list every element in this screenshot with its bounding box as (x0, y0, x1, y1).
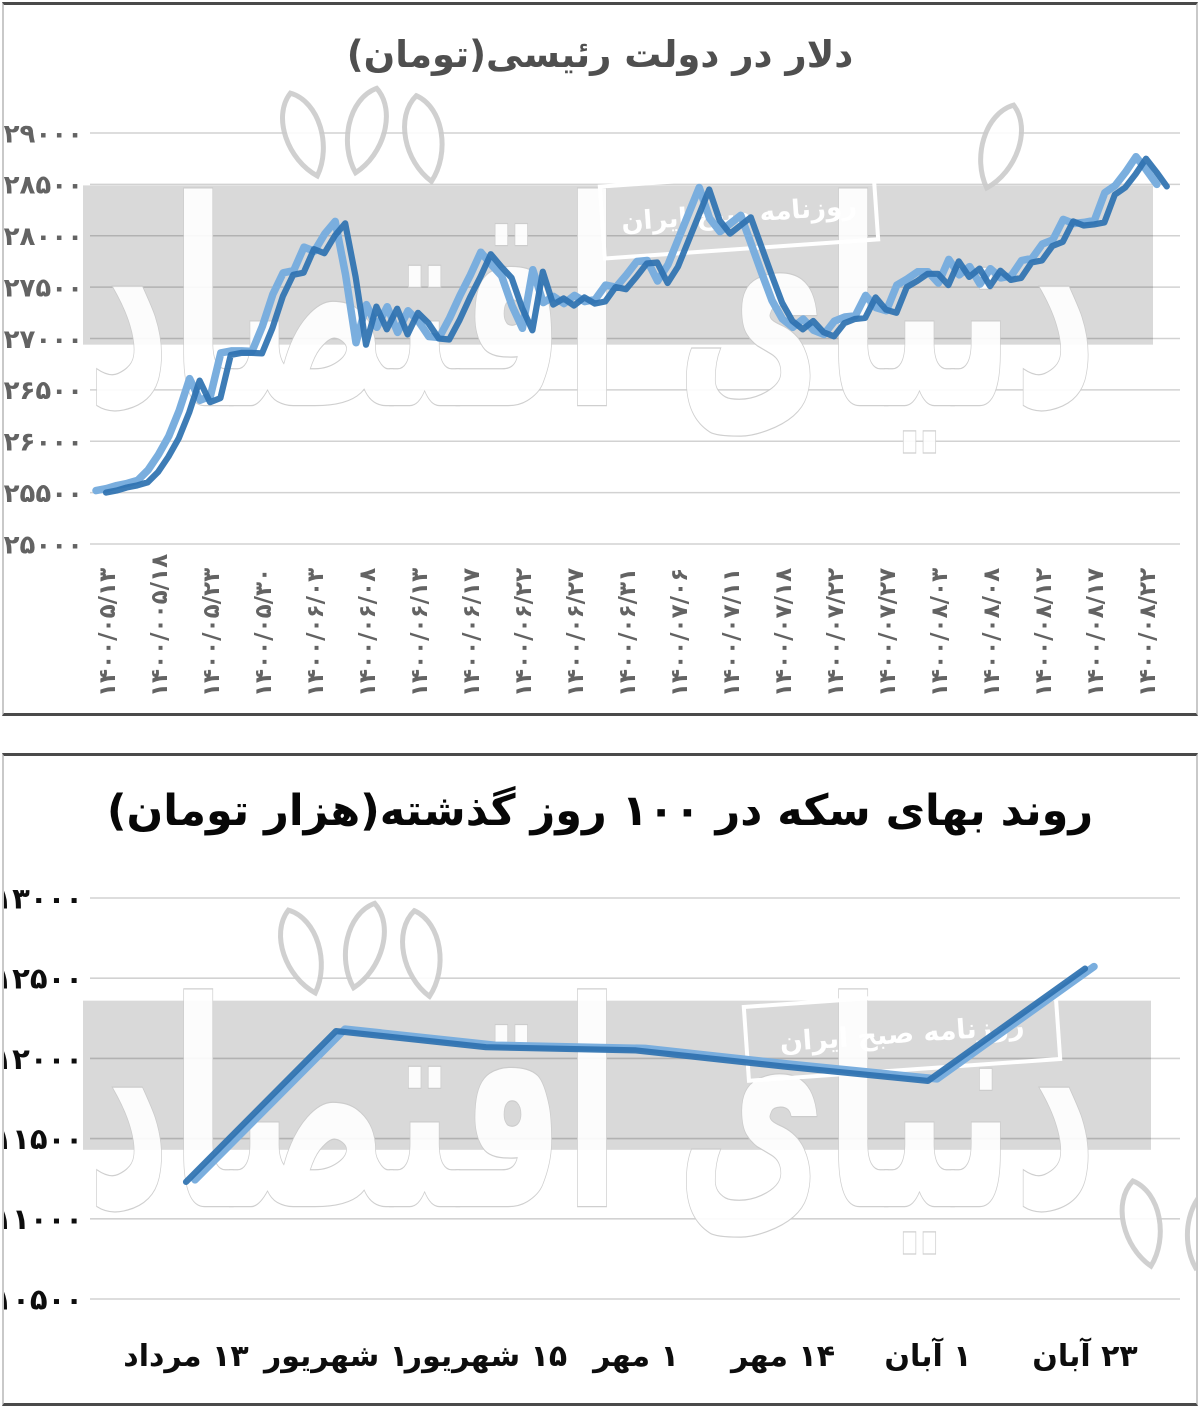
x-tick-label: ۱۴۰۰/۰۶/۲۷ (563, 568, 589, 697)
x-tick-label: ۱۴۰۰/۰۸/۱۷ (1083, 568, 1109, 697)
y-tick-label: ۱۱۰۰۰ (4, 1202, 83, 1236)
x-tick-label: ۱۴۰۰/۰۵/۲۳ (199, 568, 225, 697)
watermark-badge-frame (597, 165, 881, 261)
price-line (102, 155, 1170, 496)
x-tick-label: ۱۴۰۰/۰۷/۲۷ (875, 568, 901, 697)
y-tick-label: ۲۸۵۰۰ (4, 171, 83, 201)
x-tick-label: ۱۴۰۰/۰۵/۳۰ (251, 568, 277, 697)
x-tick-label: ۱۴۰۰/۰۷/۱۱ (719, 568, 745, 697)
y-tick-label: ۱۳۰۰۰ (4, 881, 83, 915)
y-tick-label: ۱۲۰۰۰ (4, 1042, 83, 1076)
watermark-flourish-petal (978, 102, 1024, 192)
dollar-chart-panel: دلار در دولت رئیسی(تومان) دنیای اقتصاد رو… (2, 2, 1198, 716)
coin-chart-panel: روند بهای سکه در ۱۰۰ روز گذشته(هزار توما… (2, 753, 1198, 1406)
watermark-flourish-petal (1184, 1180, 1196, 1272)
x-tick-label: ۱۴۰۰/۰۷/۲۲ (823, 568, 849, 697)
watermark-flourish-petal (344, 85, 389, 177)
x-tick-label: ۲۳ آبان (1032, 1337, 1138, 1374)
x-tick-label: ۱۴۰۰/۰۸/۱۲ (1031, 568, 1057, 697)
x-tick-label: ۱۳ مرداد (123, 1339, 248, 1374)
price-line (182, 965, 1089, 1185)
watermark-flourish-petal (342, 900, 387, 992)
y-tick-label: ۲۵۵۰۰ (4, 479, 83, 509)
y-tick-label: ۱۰۵۰۰ (4, 1282, 83, 1316)
x-tick-label: ۱۴۰۰/۰۶/۰۳ (303, 568, 329, 697)
x-tick-label: ۱۴۰۰/۰۶/۱۳ (407, 568, 433, 697)
y-tick-label: ۲۷۵۰۰ (4, 273, 83, 303)
watermark-band (83, 1000, 1151, 1150)
y-tick-label: ۱۱۵۰۰ (4, 1122, 83, 1156)
watermark-brand-text: دنیای اقتصاد (87, 141, 1097, 473)
watermark-flourish-petal (402, 92, 445, 185)
x-tick-label: ۱۴۰۰/۰۰۵/۱۸ (147, 554, 173, 697)
watermark-flourish-petal (1119, 1178, 1163, 1270)
x-tick-label: ۱۴۰۰/۰۵/۱۳ (95, 568, 121, 697)
x-tick-label: ۱۴ مهر (729, 1339, 835, 1374)
watermark-flourish-petal (400, 907, 443, 1000)
y-tick-label: ۲۶۰۰۰ (4, 428, 83, 458)
x-tick-label: ۱۵ شهریور (403, 1339, 567, 1374)
price-line-shadow (92, 152, 1161, 495)
y-tick-label: ۲۵۰۰۰ (4, 530, 83, 560)
y-tick-label: ۲۷۰۰۰ (4, 325, 83, 355)
x-tick-label: ۱ مهر (591, 1339, 679, 1374)
x-tick-label: ۱۴۰۰/۰۷/۱۸ (771, 568, 797, 697)
x-tick-label: ۱۴۰۰/۰۶/۱۷ (459, 568, 485, 697)
x-tick-label: ۱۴۰۰/۰۶/۳۱ (615, 568, 641, 697)
watermark-flourish-petal (280, 90, 326, 180)
x-tick-label: ۱۴۰۰/۰۷/۰۶ (667, 568, 693, 697)
x-tick-label: ۱۴۰۰/۰۸/۰۸ (979, 568, 1005, 697)
y-tick-label: ۱۲۵۰۰ (4, 962, 83, 996)
x-tick-label: ۱۴۰۰/۰۶/۲۲ (511, 568, 537, 697)
x-tick-label: ۱۴۰۰/۰۸/۲۲ (1135, 568, 1161, 697)
x-tick-label: ۱ شهریور (262, 1339, 408, 1374)
watermark-flourish-petal (278, 907, 324, 997)
y-tick-label: ۲۶۵۰۰ (4, 376, 83, 406)
x-tick-label: ۱ آبان (884, 1337, 971, 1374)
x-tick-label: ۱۴۰۰/۰۸/۰۳ (927, 568, 953, 697)
y-tick-label: ۲۸۰۰۰ (4, 222, 83, 252)
watermark-badge-frame (741, 983, 1063, 1083)
x-tick-label: ۱۴۰۰/۰۶/۰۸ (355, 568, 381, 697)
y-tick-label: ۲۹۰۰۰ (4, 119, 83, 149)
